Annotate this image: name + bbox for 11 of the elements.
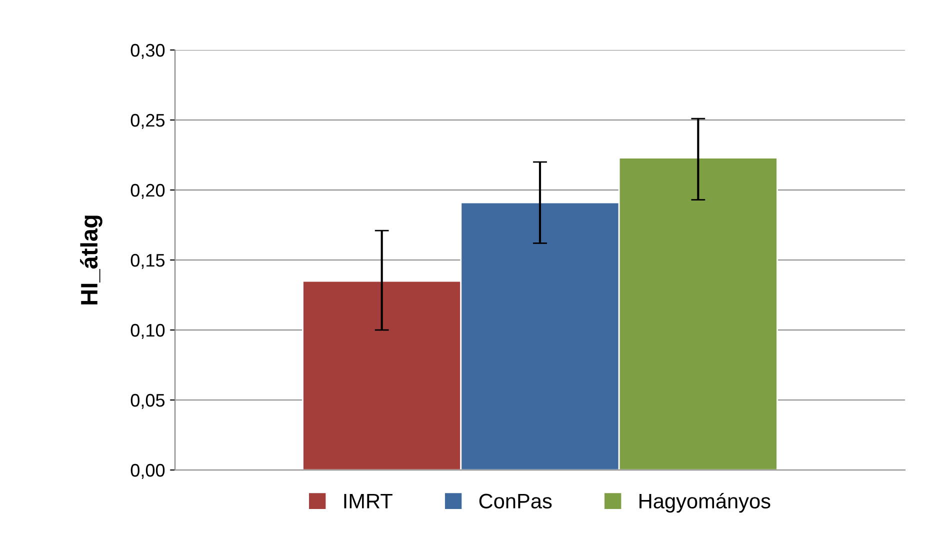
legend-label: ConPas [479,494,552,508]
y-tick-label: 0,05 [130,394,165,409]
legend-label: Hagyományos [640,492,770,513]
y-axis-title: HI_átlag [80,216,102,304]
y-tick-label: 0,20 [130,184,165,199]
y-tick-label: 0,15 [130,254,165,269]
y-tick-label: 0,25 [130,114,165,129]
legend-label: IMRT [344,494,392,508]
y-tick-label: 0,30 [130,44,165,59]
y-tick-label: 0,00 [130,464,165,479]
y-tick-label: 0,10 [130,324,165,339]
